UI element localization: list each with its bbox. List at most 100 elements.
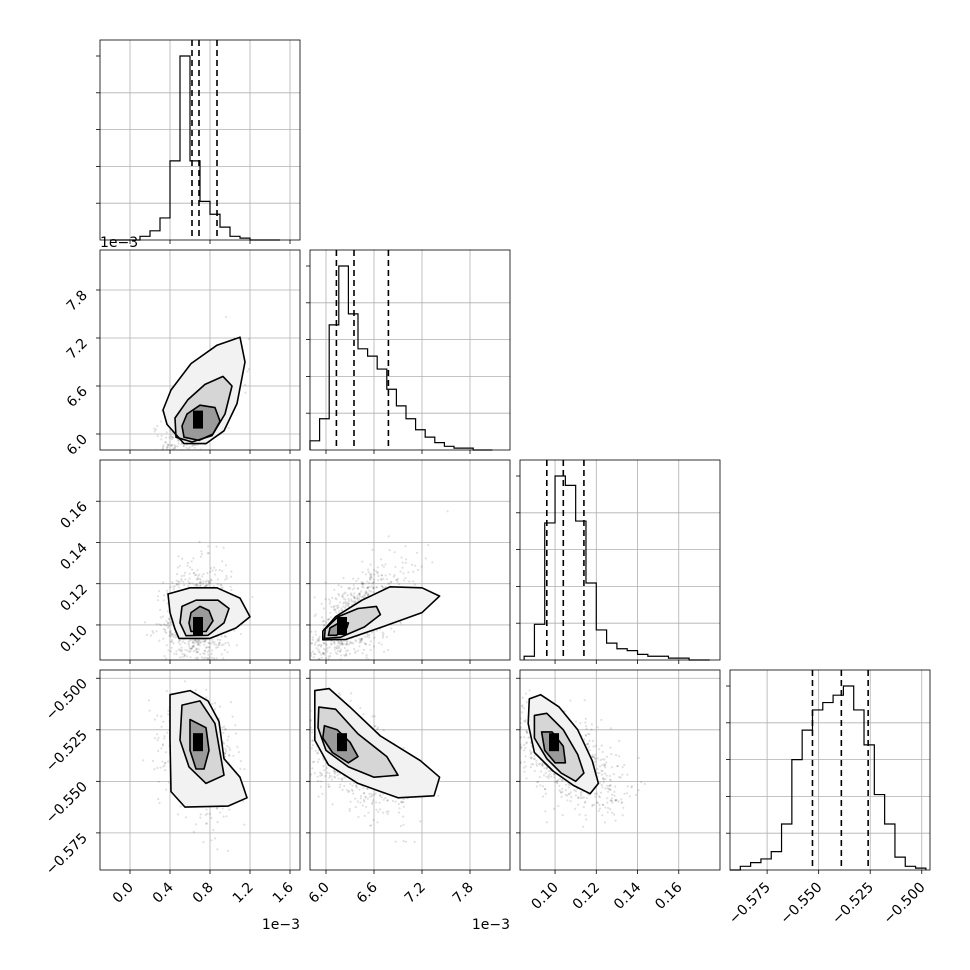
sample-point [181,557,184,560]
sample-point [213,708,217,711]
sample-point [380,578,383,582]
sample-point [362,792,366,795]
sample-point [162,464,164,466]
sample-point [174,667,176,669]
sample-point [295,734,297,736]
sample-point [360,637,363,641]
sample-point [189,650,192,653]
sample-point [158,639,161,642]
sample-point [596,767,599,771]
sample-point [302,701,304,703]
sample-point [323,673,325,675]
sample-point [229,748,232,752]
sample-point [318,651,321,654]
sample-point [222,679,224,681]
sample-point [167,713,170,716]
sample-point [372,586,375,589]
sample-point [188,645,191,648]
sample-point [341,609,344,612]
sample-point [196,578,200,581]
panel-content [510,689,646,828]
sample-point [336,644,339,648]
sample-point [195,666,197,668]
sample-point [216,578,219,581]
sample-point [191,661,193,663]
sample-point [317,638,320,641]
sample-point [153,768,156,771]
sample-point [359,639,362,643]
sample-point [367,568,370,571]
sample-point [179,650,182,653]
sample-point [384,796,387,800]
sample-point [164,628,167,631]
sample-point [207,641,210,644]
sample-point [393,574,396,577]
sample-point [197,639,201,642]
sample-point [336,647,339,650]
sample-point [372,799,375,802]
sample-point [224,642,227,645]
sample-point [175,579,178,582]
sample-point [358,593,361,596]
sample-point [361,596,364,599]
sample-point [322,642,325,645]
sample-point [198,581,201,584]
sample-point [373,725,376,728]
sample-point [510,720,512,722]
sample-point [188,582,191,585]
sample-point [220,653,223,656]
sample-point [161,483,163,485]
sample-point [592,745,595,748]
sample-point [164,441,167,444]
sample-point [311,767,314,770]
sample-point [325,657,328,660]
sample-point [568,784,571,787]
sample-point [360,582,364,586]
sample-point [311,761,315,764]
sample-point [547,777,550,780]
sample-point [375,629,378,632]
sample-point [301,727,303,729]
sample-point [220,635,223,638]
sample-point [167,482,169,484]
sample-point [193,446,196,449]
contour-line [162,336,246,445]
sample-point [561,814,564,817]
sample-point [333,640,336,644]
sample-point [193,583,196,586]
sample-point [359,641,363,644]
sample-point [312,652,316,656]
sample-point [368,585,371,588]
sample-point [220,584,223,587]
sample-point [195,641,198,644]
sample-point [317,663,319,665]
sample-point [333,642,336,645]
sample-point [196,577,199,580]
sample-point [224,564,227,567]
sample-point [350,600,353,603]
sample-point [361,639,364,642]
sample-point [165,431,168,434]
sample-point [310,773,313,776]
sample-point [345,649,348,652]
sample-point [349,592,352,595]
sample-point [192,645,195,648]
sample-point [179,643,182,646]
sample-point [325,621,328,624]
sample-point [195,578,198,581]
sample-point [174,634,177,637]
sample-point [427,544,430,547]
sample-point [354,639,357,642]
sample-point [553,807,556,810]
sample-point [162,628,165,631]
sample-point [236,745,239,749]
sample-point [364,591,367,594]
scatter-panel-0-3 [96,669,301,874]
sample-point [349,782,352,786]
sample-point [228,808,231,811]
sample-point [337,592,340,596]
sample-point [163,655,166,658]
sample-point [199,584,202,587]
sample-point [381,634,384,637]
sample-point [394,840,397,843]
